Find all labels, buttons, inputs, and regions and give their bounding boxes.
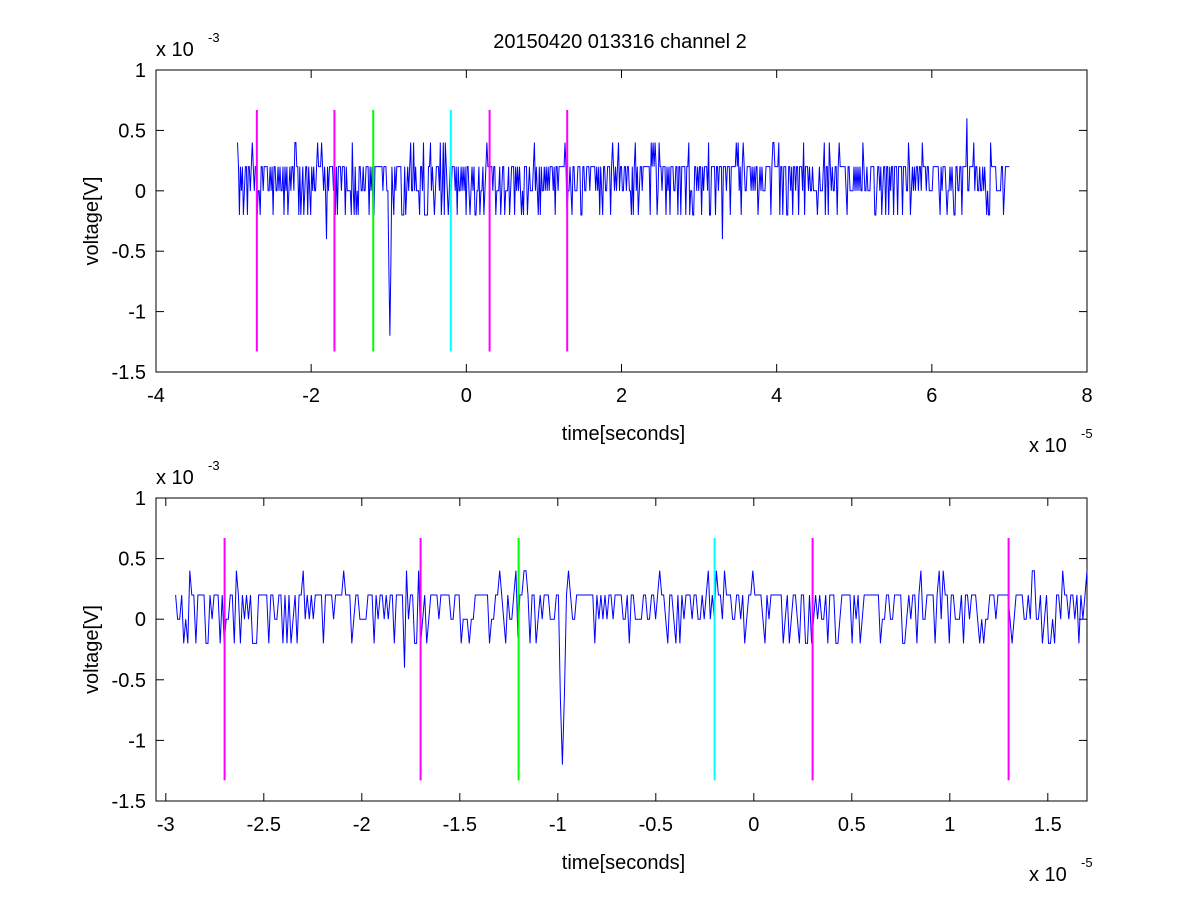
x-tick-label: 6 <box>926 385 937 407</box>
x-tick-label: -1 <box>549 814 567 836</box>
y-tick-label: -1 <box>128 730 146 752</box>
y-tick-label: -0.5 <box>112 670 146 692</box>
top-plot: -4 -2 0 2 4 6 8 -1.5 -1 -0.5 0 0.5 1 time[seconds] vol… <box>81 30 1093 457</box>
x-tick-label: -3 <box>157 814 175 836</box>
x-exponent-label: x 10 <box>1029 864 1067 886</box>
bottom-plot: -3 -2.5 -2 -1.5 -1 -0.5 0 0.5 1 1.5 -1.5 -1 -0.5 0 0.5… <box>81 458 1093 886</box>
x-tick-label: 0 <box>748 814 759 836</box>
x-tick-label: 1 <box>944 814 955 836</box>
y-exponent-superscript: -3 <box>208 30 220 45</box>
x-tick-label: -2 <box>302 385 320 407</box>
x-exponent-label: x 10 <box>1029 435 1067 457</box>
y-tick-label: 0.5 <box>118 549 146 571</box>
x-tick-label: 0 <box>461 385 472 407</box>
y-exponent-label: x 10 <box>156 467 194 489</box>
y-tick-label: -1.5 <box>112 362 146 384</box>
x-tick-label: -2 <box>353 814 371 836</box>
x-tick-label: 0.5 <box>838 814 866 836</box>
x-exponent-superscript: -5 <box>1081 426 1093 441</box>
y-tick-label: -0.5 <box>112 241 146 263</box>
figure-title: 20150420 013316 channel 2 <box>493 31 747 53</box>
x-tick-label: 8 <box>1081 385 1092 407</box>
y-tick-label: -1 <box>128 302 146 324</box>
y-tick-label: -1.5 <box>112 791 146 813</box>
y-axis-label: voltage[V] <box>81 177 103 266</box>
x-axis-label: time[seconds] <box>562 423 685 445</box>
y-tick-label: 0.5 <box>118 120 146 142</box>
x-tick-label: 4 <box>771 385 782 407</box>
y-tick-label: 1 <box>135 488 146 510</box>
x-tick-label: 2 <box>616 385 627 407</box>
x-tick-label: 1.5 <box>1034 814 1062 836</box>
x-tick-label: -1.5 <box>443 814 477 836</box>
x-exponent-superscript: -5 <box>1081 855 1093 870</box>
voltage-trace <box>175 570 1088 765</box>
x-tick-label: -2.5 <box>247 814 281 836</box>
voltage-trace <box>237 118 1010 336</box>
y-tick-label: 0 <box>135 181 146 203</box>
y-exponent-label: x 10 <box>156 39 194 61</box>
x-axis-label: time[seconds] <box>562 852 685 874</box>
x-tick-label: -4 <box>147 385 165 407</box>
axes-box <box>155 497 1088 802</box>
y-exponent-superscript: -3 <box>208 458 220 473</box>
y-tick-label: 0 <box>135 609 146 631</box>
y-axis-label: voltage[V] <box>81 605 103 694</box>
y-tick-label: 1 <box>135 60 146 82</box>
x-tick-label: -0.5 <box>639 814 673 836</box>
